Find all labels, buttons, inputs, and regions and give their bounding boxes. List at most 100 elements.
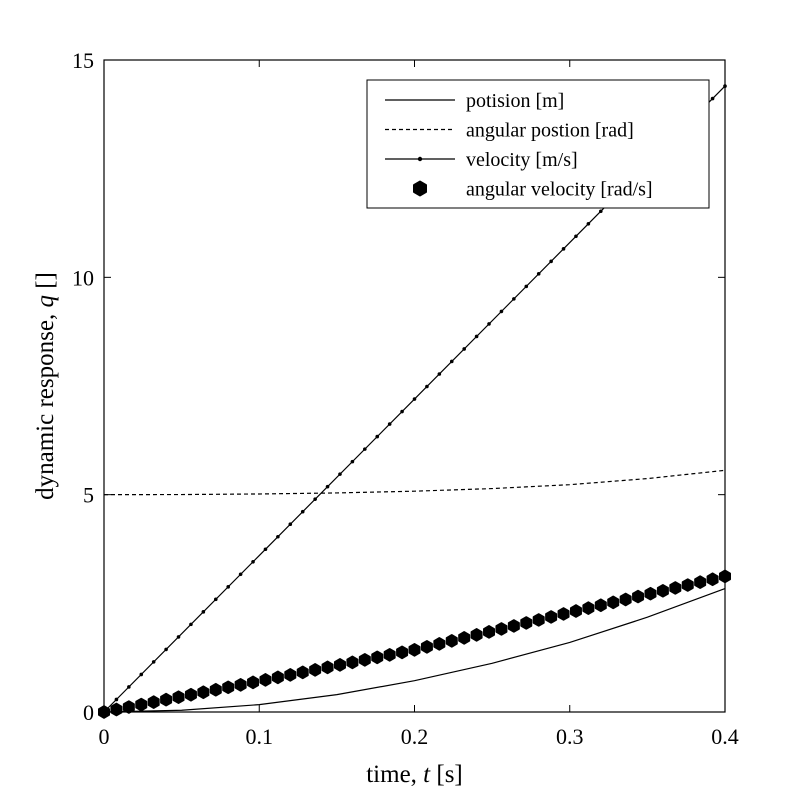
x-tick-label: 0	[99, 724, 110, 749]
series-point	[263, 547, 268, 552]
series-point	[508, 621, 520, 631]
series-point	[338, 472, 342, 476]
series-point	[533, 615, 545, 625]
series-point	[375, 434, 380, 439]
x-axis: 0 0.1 0.2 0.3 0.4	[99, 60, 739, 749]
series-point	[425, 384, 429, 389]
y-tick-label: 10	[72, 265, 94, 290]
legend: potision [m] angular postion [rad] velocit…	[366, 79, 710, 209]
legend-swatch-marker	[413, 182, 427, 194]
series-point	[371, 652, 383, 662]
series-point	[222, 682, 234, 692]
series-point	[259, 675, 271, 685]
series-point	[449, 359, 454, 364]
series-point	[396, 647, 408, 657]
series-point	[185, 690, 197, 700]
series-2	[103, 469, 726, 496]
series-point	[127, 685, 131, 689]
series-point	[139, 672, 144, 677]
series-point	[536, 272, 541, 276]
series-point	[309, 665, 321, 675]
x-tick-label: 0.3	[556, 724, 584, 749]
legend-item: angular velocity [rad/s]	[413, 179, 653, 201]
series-point	[313, 497, 317, 501]
series-point	[549, 259, 553, 264]
series-point	[247, 677, 259, 687]
series-point	[446, 636, 458, 646]
series-point	[409, 645, 421, 655]
series-point	[288, 522, 293, 527]
y-axis-label: dynamic response, q []	[32, 272, 59, 500]
series-point	[238, 572, 243, 577]
series-point	[164, 647, 168, 652]
series-point	[363, 447, 367, 451]
series-point	[474, 334, 479, 339]
series-point	[384, 650, 396, 660]
legend-item: angular postion [rad]	[385, 120, 634, 142]
series-point	[495, 624, 507, 634]
series-point	[433, 639, 445, 649]
series-point	[599, 209, 603, 214]
y-tick-label: 15	[72, 48, 94, 73]
series-point	[483, 627, 495, 637]
series-point	[620, 594, 632, 604]
series-line	[103, 587, 726, 713]
series-point	[471, 630, 483, 640]
series-point	[558, 609, 570, 619]
series-point	[400, 409, 404, 414]
series-line	[103, 469, 726, 496]
series-point	[350, 459, 355, 464]
legend-swatch-marker	[417, 156, 423, 162]
series-point	[387, 422, 392, 426]
x-axis-label-unit: [s]	[430, 761, 463, 788]
series-point	[300, 509, 305, 514]
series-point	[512, 297, 516, 301]
series-point	[201, 610, 206, 614]
series-point	[197, 687, 209, 697]
series-point	[545, 612, 557, 622]
x-tick-label: 0.2	[401, 724, 429, 749]
series-point	[176, 635, 181, 639]
series-point	[694, 577, 706, 587]
series-point	[151, 660, 156, 664]
series-point	[595, 600, 607, 610]
series-point	[114, 697, 119, 702]
series-point	[487, 322, 491, 326]
series-point	[707, 574, 719, 584]
series-point	[524, 284, 529, 289]
series-point	[499, 309, 504, 314]
y-axis: 0 5 10 15	[72, 48, 725, 725]
series-point	[284, 670, 296, 680]
series-point	[135, 699, 147, 709]
series-point	[173, 692, 185, 702]
legend-label: potision [m]	[466, 90, 564, 112]
x-axis-label-prefix: time,	[366, 761, 423, 788]
series-point	[322, 662, 334, 672]
series-point	[570, 606, 582, 616]
series-point	[644, 589, 656, 599]
legend-label: velocity [m/s]	[466, 149, 578, 171]
series-point	[586, 221, 591, 226]
series-point	[657, 586, 669, 596]
series-point	[210, 685, 222, 695]
y-axis-label-unit: []	[32, 272, 59, 295]
series-point	[607, 597, 619, 607]
series-point	[110, 704, 122, 714]
series-point	[235, 680, 247, 690]
legend-label: angular postion [rad]	[466, 120, 634, 142]
legend-item: velocity [m/s]	[385, 149, 578, 171]
series-point	[669, 583, 681, 593]
series-point	[346, 657, 358, 667]
series-point	[297, 667, 309, 677]
legend-item: potision [m]	[385, 90, 564, 112]
y-axis-label-prefix: dynamic response,	[32, 308, 59, 500]
x-axis-label: time, t [s]	[366, 761, 463, 788]
series-point	[359, 655, 371, 665]
series-point	[160, 694, 172, 704]
x-axis-label-variable: t	[423, 761, 431, 788]
series-point	[334, 660, 346, 670]
series-point	[462, 347, 466, 351]
series-point	[421, 642, 433, 652]
series-point	[682, 580, 694, 590]
